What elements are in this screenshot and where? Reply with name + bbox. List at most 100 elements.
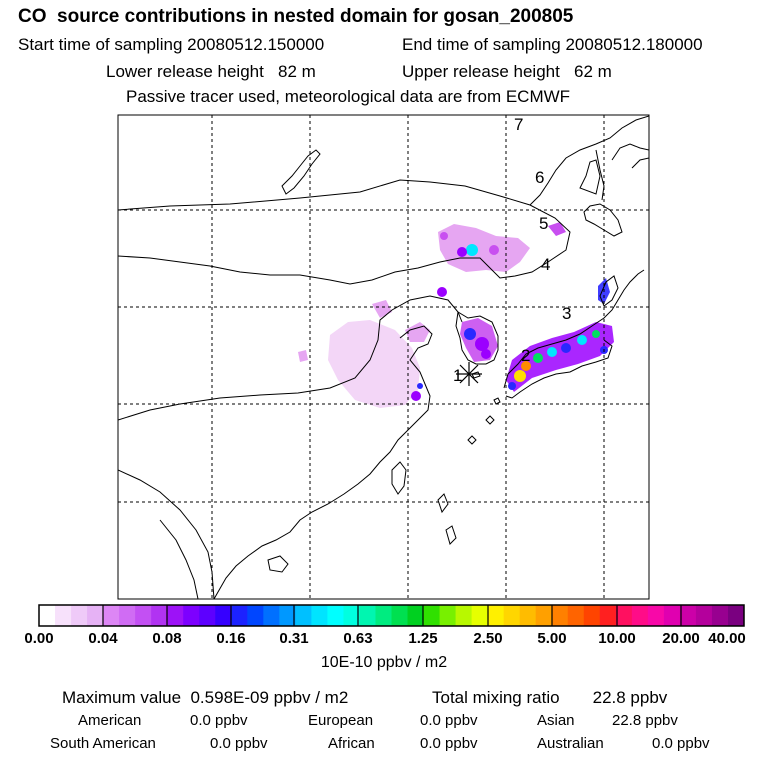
european-value: 0.0 ppbv <box>420 712 478 729</box>
asterisk-icon <box>456 362 482 386</box>
trajectory-label-3: 3 <box>562 304 571 323</box>
asian-value: 22.8 ppbv <box>612 712 678 729</box>
colorbar <box>38 604 745 627</box>
plume-hotspot <box>440 232 448 240</box>
plume-hotspot <box>521 361 531 371</box>
african-value: 0.0 ppbv <box>420 735 478 752</box>
plume-hotspot <box>592 330 600 338</box>
plume-hotspot <box>437 287 447 297</box>
african-label: African <box>328 735 375 752</box>
plume-hotspot <box>411 391 421 401</box>
colorbar-swatch <box>135 605 152 626</box>
tracer-note: Passive tracer used, meteorological data… <box>126 87 571 106</box>
colorbar-tick-5: 0.63 <box>343 630 373 647</box>
start-time-label: Start time of sampling 20080512.150000 <box>18 35 325 54</box>
concentration-plumes <box>298 222 614 408</box>
colorbar-outline <box>38 604 745 627</box>
colorbar-swatch <box>103 605 120 626</box>
colorbar-swatch <box>519 605 537 626</box>
colorbar-swatch <box>583 605 601 626</box>
australian-value: 0.0 ppbv <box>652 735 710 752</box>
colorbar-swatch <box>359 605 376 626</box>
colorbar-swatch <box>215 605 232 626</box>
colorbar-swatch <box>199 605 216 626</box>
figure-title: CO source contributions in nested domain… <box>18 6 574 27</box>
colorbar-tick-11: 40.00 <box>708 630 746 647</box>
plume-hotspot <box>514 370 526 382</box>
south-american-value: 0.0 ppbv <box>210 735 268 752</box>
colorbar-swatch <box>471 605 489 626</box>
colorbar-swatch <box>503 605 521 626</box>
colorbar-swatch <box>679 605 697 626</box>
colorbar-swatch <box>263 605 280 626</box>
total-mixing-ratio: Total mixing ratio 22.8 ppbv <box>432 688 668 707</box>
colorbar-swatch <box>407 605 424 626</box>
colorbar-tick-10: 20.00 <box>662 630 700 647</box>
colorbar-swatch <box>423 605 440 626</box>
colorbar-swatch <box>439 605 456 626</box>
colorbar-swatch <box>487 605 505 626</box>
european-label: European <box>308 712 374 729</box>
plume-hotspot <box>533 353 543 363</box>
plume-hotspot <box>466 244 478 256</box>
trajectory-label-2: 2 <box>521 346 530 365</box>
plume-hotspot <box>475 337 489 351</box>
plume-hotspot <box>481 349 491 359</box>
colorbar-tick-7: 2.50 <box>473 630 503 647</box>
colorbar-swatch <box>631 605 649 626</box>
colorbar-swatch <box>231 605 248 626</box>
colorbar-swatch <box>599 605 617 626</box>
colorbar-tick-3: 0.16 <box>216 630 246 647</box>
colorbar-swatch <box>567 605 585 626</box>
coastlines <box>118 115 649 599</box>
colorbar-tick-2: 0.08 <box>152 630 182 647</box>
plume-hotspot <box>508 382 516 390</box>
colorbar-swatch <box>87 605 104 626</box>
plume-hotspot <box>457 247 467 257</box>
max-value: Maximum value 0.598E-09 ppbv / m2 <box>62 688 349 707</box>
colorbar-tick-0: 0.00 <box>24 630 54 647</box>
colorbar-swatch <box>647 605 665 626</box>
colorbar-tick-9: 10.00 <box>598 630 636 647</box>
lower-release-label: Lower release height 82 m <box>106 62 316 81</box>
colorbar-swatch <box>391 605 408 626</box>
colorbar-swatch <box>711 605 729 626</box>
plume-manchuria <box>438 222 566 272</box>
trajectory-labels: 1 2 3 4 5 6 7 <box>453 115 571 385</box>
colorbar-swatch <box>71 605 88 626</box>
american-label: American <box>78 712 142 729</box>
plume-china <box>298 300 430 408</box>
colorbar-swatch <box>119 605 136 626</box>
colorbar-swatch <box>183 605 200 626</box>
colorbar-tick-6: 1.25 <box>408 630 438 647</box>
trajectory-label-5: 5 <box>539 214 548 233</box>
colorbar-swatch <box>695 605 713 626</box>
plume-hotspot <box>547 347 557 357</box>
colorbar-swatch <box>167 605 184 626</box>
colorbar-tick-8: 5.00 <box>537 630 567 647</box>
colorbar-swatch <box>615 605 633 626</box>
plume-hotspot <box>464 328 476 340</box>
colorbar-swatch <box>375 605 392 626</box>
plume-hotspot <box>561 343 571 353</box>
plume-hotspot <box>577 335 587 345</box>
colorbar-tick-1: 0.04 <box>88 630 118 647</box>
asian-label: Asian <box>537 712 575 729</box>
trajectory-label-1: 1 <box>453 366 462 385</box>
trajectory-label-7: 7 <box>514 115 523 134</box>
end-time-label: End time of sampling 20080512.180000 <box>402 35 703 54</box>
colorbar-swatch <box>39 605 56 626</box>
colorbar-swatch <box>151 605 168 626</box>
colorbar-swatch <box>535 605 553 626</box>
australian-label: Australian <box>537 735 604 752</box>
trajectory-label-6: 6 <box>535 168 544 187</box>
colorbar-swatch <box>663 605 681 626</box>
colorbar-unit-label: 10E-10 ppbv / m2 <box>320 654 448 671</box>
colorbar-swatch <box>343 605 360 626</box>
lat-lon-grid <box>118 115 649 599</box>
south-american-label: South American <box>50 735 156 752</box>
colorbar-swatch <box>455 605 473 626</box>
colorbar-tick-4: 0.31 <box>279 630 309 647</box>
plume-hotspot <box>417 383 423 389</box>
